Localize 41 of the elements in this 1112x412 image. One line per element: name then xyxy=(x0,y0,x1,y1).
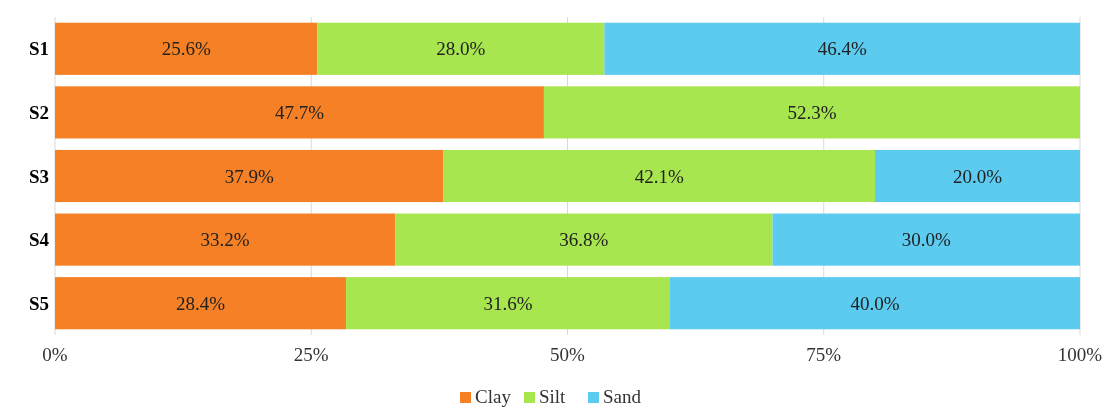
data-label: 20.0% xyxy=(952,165,1003,187)
data-label: 46.4% xyxy=(817,38,867,60)
data-label: 52.3% xyxy=(787,102,837,124)
bar xyxy=(55,86,544,139)
bar xyxy=(772,213,1080,266)
bar xyxy=(543,86,1080,139)
x-tick-label: 100% xyxy=(1057,344,1103,365)
legend-label: Clay xyxy=(475,385,512,407)
bar xyxy=(395,213,773,266)
data-label: 28.4% xyxy=(176,292,226,314)
data-label: 28.0% xyxy=(436,38,486,60)
data-label: 42.1% xyxy=(634,165,684,187)
bar xyxy=(317,22,605,75)
bar xyxy=(604,22,1080,75)
data-label: 40.0% xyxy=(850,292,900,314)
x-tick-label: 0% xyxy=(42,344,68,365)
y-tick-label: S2 xyxy=(28,102,49,124)
y-tick-label: S1 xyxy=(28,38,49,60)
bar xyxy=(55,149,444,203)
legend-label: Silt xyxy=(539,385,567,407)
data-label: 33.2% xyxy=(200,229,250,251)
y-tick-label: S4 xyxy=(28,229,50,251)
bar xyxy=(55,22,318,75)
data-label: 25.6% xyxy=(161,38,211,60)
data-label: 36.8% xyxy=(559,229,609,251)
data-label: 47.7% xyxy=(274,102,325,124)
bar xyxy=(670,277,1080,330)
bar xyxy=(443,149,875,203)
data-label: 30.0% xyxy=(901,229,951,251)
bar xyxy=(346,277,670,330)
data-label: 31.6% xyxy=(483,292,533,314)
x-tick-label: 75% xyxy=(806,344,842,365)
x-tick-label: 50% xyxy=(550,344,586,365)
bar xyxy=(55,277,347,330)
bar xyxy=(55,213,396,266)
x-tick-label: 25% xyxy=(293,344,329,365)
legend-label: Sand xyxy=(603,385,642,407)
bar xyxy=(875,149,1080,203)
y-tick-label: S3 xyxy=(28,165,49,187)
y-tick-label: S5 xyxy=(28,292,49,314)
data-label: 37.9% xyxy=(224,165,274,187)
